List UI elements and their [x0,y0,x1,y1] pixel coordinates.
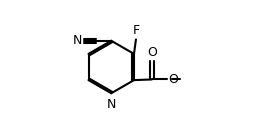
Text: O: O [168,73,178,86]
Text: N: N [107,98,117,111]
Text: O: O [147,46,157,59]
Text: F: F [132,24,139,37]
Text: N: N [72,34,82,47]
